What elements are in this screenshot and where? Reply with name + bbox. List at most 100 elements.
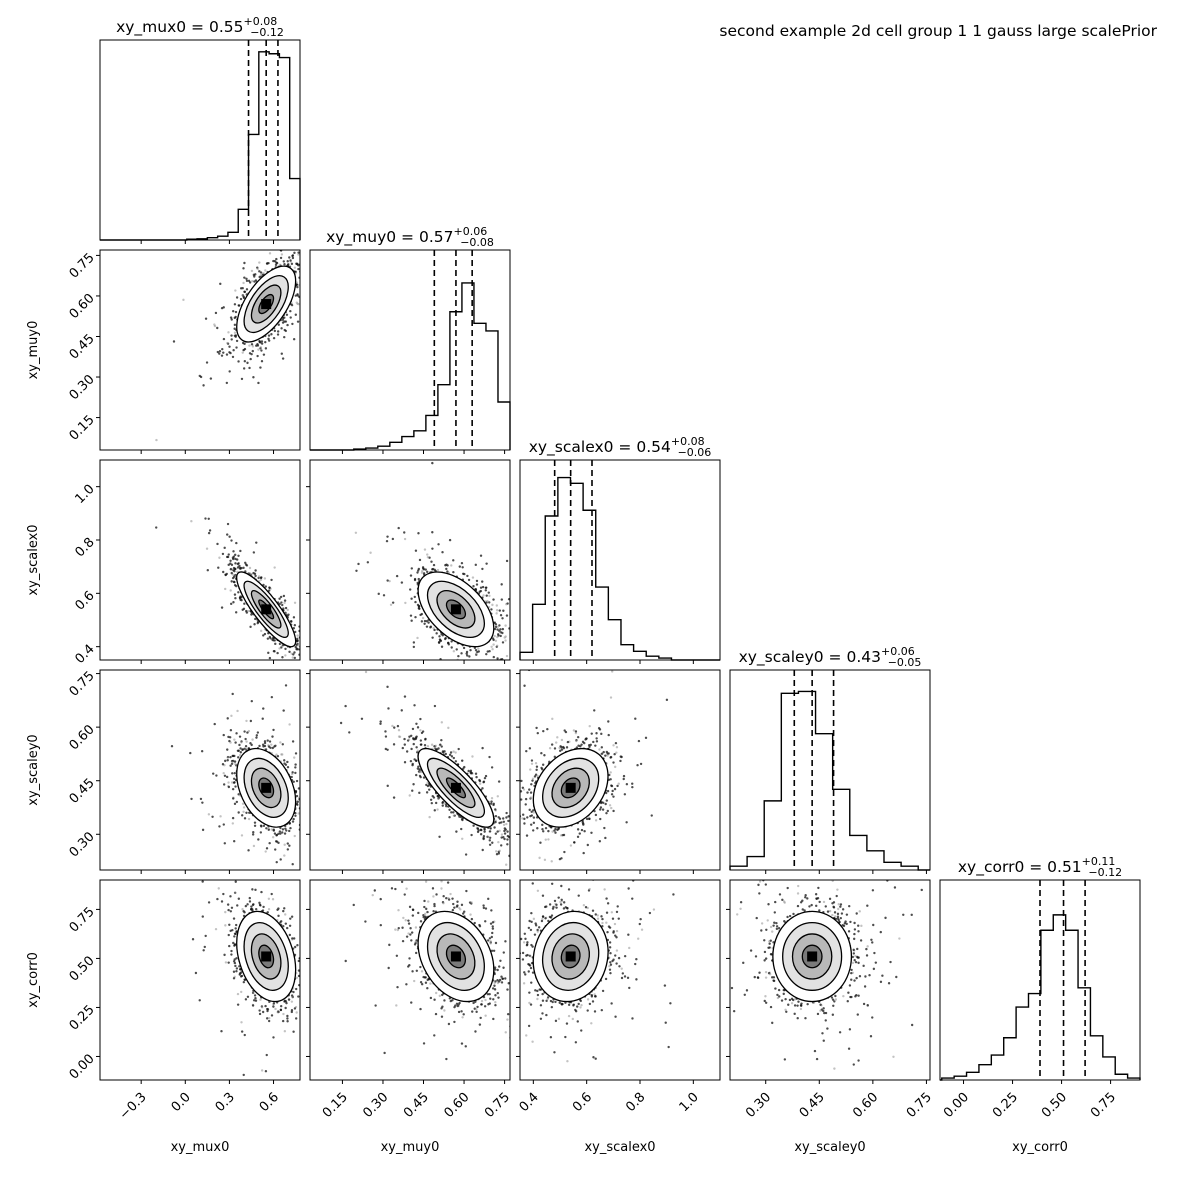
sample-point (537, 643, 539, 645)
sample-point (487, 591, 490, 594)
sample-point (307, 287, 309, 289)
sample-point (455, 648, 458, 651)
sample-point (301, 209, 303, 211)
sample-point (357, 562, 360, 566)
sample-point (239, 287, 243, 290)
sample-point (440, 633, 443, 636)
sample-point (296, 285, 299, 289)
sample-point (231, 310, 235, 313)
sample-point (237, 554, 240, 557)
sample-point (247, 279, 251, 283)
sample-point (491, 637, 495, 640)
sample-point (267, 337, 270, 341)
sample-point (486, 599, 489, 603)
sample-point (280, 352, 283, 355)
sample-point (468, 655, 471, 658)
sample-point (297, 253, 300, 256)
sample-point (242, 296, 246, 300)
sample-point (244, 561, 247, 564)
sample-point (313, 271, 315, 273)
sample-point (267, 339, 271, 342)
sample-point (231, 787, 235, 791)
sample-point (404, 601, 407, 605)
sample-point (437, 641, 441, 644)
sample-point (177, 644, 179, 646)
sample-point (255, 736, 258, 739)
sample-point (252, 376, 255, 379)
sample-point (301, 655, 303, 657)
sample-point (262, 272, 265, 275)
sample-point (261, 743, 265, 746)
sample-point (281, 828, 285, 831)
sample-point (246, 361, 249, 365)
sample-point (271, 746, 274, 750)
panel-frame (519, 459, 721, 661)
sample-point (231, 692, 234, 696)
sample-point (281, 656, 284, 659)
sample-point (294, 645, 297, 649)
sample-point (297, 812, 300, 815)
sample-point (268, 841, 271, 845)
sample-point (283, 263, 286, 266)
sample-point (239, 751, 242, 754)
sample-point (302, 639, 304, 641)
sample-point (270, 333, 273, 336)
sample-point (251, 279, 254, 283)
sample-point (293, 601, 297, 604)
sample-point (474, 588, 478, 591)
sample-point (525, 615, 527, 617)
sample-point (317, 678, 319, 680)
sample-point (475, 579, 479, 583)
sample-point (237, 793, 240, 796)
sample-point (284, 647, 287, 651)
sample-point (293, 656, 297, 660)
sample-point (395, 574, 399, 578)
title-main: xy_scalex0 = 0.54 (529, 438, 671, 457)
sample-point (328, 685, 330, 687)
sample-point (432, 627, 435, 630)
sample-point (182, 298, 185, 302)
sample-point (492, 598, 495, 601)
sample-point (539, 637, 541, 639)
sample-point (306, 838, 308, 840)
sample-point (236, 566, 240, 569)
sample-point (492, 643, 495, 646)
sample-point (423, 548, 427, 551)
sample-point (476, 699, 478, 701)
sample-point (229, 568, 233, 571)
sample-point (386, 579, 389, 582)
sample-point (490, 608, 493, 611)
sample-point (236, 709, 239, 713)
sample-point (205, 547, 209, 550)
sample-point (474, 563, 477, 567)
sample-point (468, 660, 470, 662)
sample-point (499, 628, 502, 631)
sample-point (377, 592, 380, 596)
sample-point (244, 563, 248, 566)
sample-point (243, 817, 247, 820)
sample-point (207, 517, 210, 520)
sample-point (274, 263, 278, 267)
sample-point (258, 270, 261, 273)
sample-point (312, 274, 314, 276)
sample-point (298, 661, 300, 663)
sample-point (316, 675, 318, 677)
sample-point (551, 626, 553, 628)
sample-point (292, 653, 295, 656)
sample-point (225, 353, 229, 356)
sample-point (418, 558, 422, 562)
sample-point (457, 654, 460, 658)
sample-point (416, 636, 419, 640)
sample-point (295, 262, 298, 265)
sample-point (306, 649, 308, 651)
sample-point (282, 594, 286, 598)
sample-point (230, 580, 233, 583)
sample-point (222, 351, 225, 354)
sample-point (500, 583, 503, 586)
sample-point (342, 269, 344, 271)
sample-point (305, 660, 307, 662)
sample-point (484, 589, 488, 592)
sample-point (466, 574, 469, 578)
sample-point (481, 580, 484, 583)
sample-point (420, 620, 424, 623)
